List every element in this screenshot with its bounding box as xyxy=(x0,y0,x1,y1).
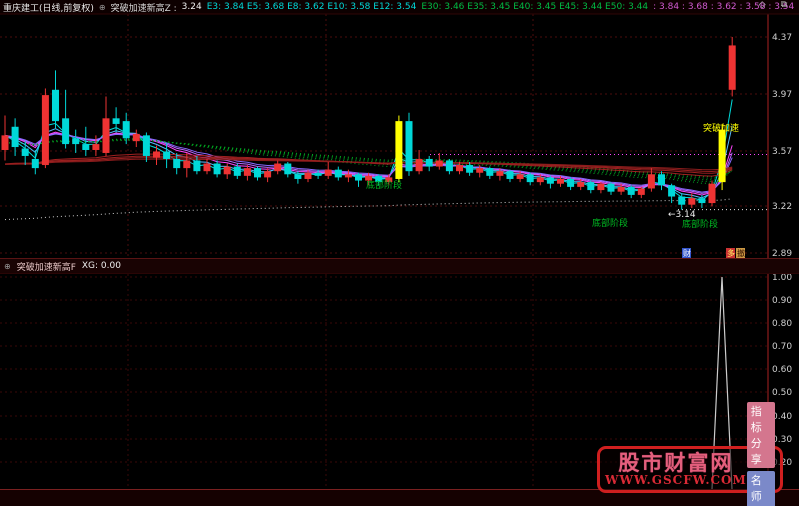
date-axis-bar[interactable] xyxy=(0,489,799,506)
watermark-brand: 股市财富网 xyxy=(618,451,734,476)
svg-text:3.97: 3.97 xyxy=(772,90,792,100)
title-bar: 重庆建工(日线,前复权) ⊕ 突破加速新高Z : 3.24 E3: 3.84 E… xyxy=(0,0,799,14)
svg-text:←3.14: ←3.14 xyxy=(668,210,696,220)
svg-text:撤: 撤 xyxy=(737,248,745,258)
svg-text:0.50: 0.50 xyxy=(772,388,792,398)
watermark-url: WWW.GSCFW.COM xyxy=(605,473,747,488)
window-icon[interactable]: ⧉ xyxy=(780,0,793,10)
svg-text:0.70: 0.70 xyxy=(772,342,792,352)
ema-values-short: E3: 3.84 E5: 3.68 E8: 3.62 E10: 3.58 E12… xyxy=(206,2,417,12)
watermark-badge-share: 指标分享 xyxy=(746,402,775,468)
svg-text:多: 多 xyxy=(727,248,735,258)
svg-text:1.00: 1.00 xyxy=(772,273,792,283)
expand-icon[interactable]: ⊕ xyxy=(98,2,106,12)
svg-text:2.89: 2.89 xyxy=(772,249,792,259)
svg-text:底部阶段: 底部阶段 xyxy=(366,179,402,191)
svg-text:财: 财 xyxy=(683,248,691,258)
svg-text:突破加速: 突破加速 xyxy=(703,122,739,134)
diamond-icon[interactable]: ◇ xyxy=(758,0,772,10)
svg-text:底部阶段: 底部阶段 xyxy=(592,217,628,229)
xg-value: XG: 0.00 xyxy=(81,261,121,271)
svg-text:0.30: 0.30 xyxy=(772,435,792,445)
svg-text:3.57: 3.57 xyxy=(772,147,792,157)
watermark-badge-course: 名师课程 xyxy=(746,471,775,506)
indicator-value: 3.24 xyxy=(181,2,202,12)
sub-indicator-name[interactable]: 突破加速新高F xyxy=(16,262,76,273)
indicator-name[interactable]: 突破加速新高Z : xyxy=(110,3,177,14)
svg-text:4.37: 4.37 xyxy=(772,33,792,43)
watermark-box: 股市财富网 WWW.GSCFW.COM 指标分享 名师课程 xyxy=(597,402,783,506)
expand-icon[interactable]: ⊕ xyxy=(4,261,11,271)
ema-values-long: E30: 3.46 E35: 3.45 E40: 3.45 E45: 3.44 … xyxy=(421,2,649,12)
svg-text:底部阶段: 底部阶段 xyxy=(682,218,718,230)
sub-indicator-header: ⊕ 突破加速新高F XG: 0.00 xyxy=(0,258,799,274)
titlebar-icons: ◇ ⧉ xyxy=(759,0,793,10)
svg-text:0.80: 0.80 xyxy=(772,319,792,329)
svg-text:0.40: 0.40 xyxy=(772,412,792,422)
svg-text:0.90: 0.90 xyxy=(772,296,792,306)
svg-text:0.60: 0.60 xyxy=(772,365,792,375)
stock-title[interactable]: 重庆建工(日线,前复权) xyxy=(3,3,94,14)
svg-text:3.22: 3.22 xyxy=(772,202,792,212)
ema-values-dup-short: : 3.84 : 3.68 : 3.62 : 3.58 : 3.54 xyxy=(653,2,795,12)
